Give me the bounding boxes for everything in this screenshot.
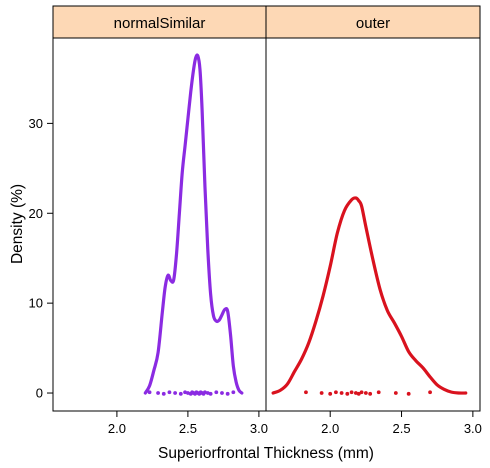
rug-point [167,390,172,395]
rug-point [178,391,183,396]
rug-points-normalSimilar [147,390,236,396]
rug-point [393,391,398,395]
rug-point [214,390,219,395]
panel-outer: outer [265,5,481,412]
density-curve-normalSimilar [143,53,244,395]
rug-point [376,390,381,395]
x-tick-label: 2.0 [321,421,339,436]
x-tick-label: 2.5 [179,421,197,436]
y-axis: 0 10 20 30 [29,116,53,401]
y-tick-label: 10 [29,296,43,311]
y-tick-label: 30 [29,116,43,131]
x-axis-title: Superiorfrontal Thickness (mm) [158,445,374,462]
x-tick-label: 2.5 [392,421,410,436]
rug-point [304,390,308,395]
rug-point [328,391,333,396]
y-tick-label: 0 [36,386,43,401]
rug-point [345,391,350,396]
strip-label-outer: outer [356,15,390,32]
rug-point [363,391,368,395]
rug-point [173,391,178,395]
rug-point [156,391,160,395]
y-tick-label: 20 [29,206,43,221]
rug-point [161,391,166,396]
strip-normalSimilar [52,5,267,39]
rug-point [231,390,236,395]
strip-label-normalSimilar: normalSimilar [114,15,206,32]
rug-point [339,391,344,395]
plot-frame-normalSimilar [52,37,267,412]
rug-point [428,390,432,395]
rug-point [359,390,364,395]
rug-point [208,391,213,396]
rug-point [406,391,411,396]
x-tick-label: 3.0 [250,421,268,436]
rug-point [334,390,338,395]
density-curve-outer [271,196,468,395]
rug-point [220,391,224,395]
plot-frame-outer [265,37,481,412]
y-axis-title: Density (%) [9,184,26,264]
x-axis: 2.0 2.5 3.0 2.0 2.5 3.0 [108,411,482,436]
strip-outer [265,5,481,39]
rug-point [353,391,358,395]
rug-points-outer [304,390,432,396]
rug-point [349,390,354,395]
rug-point [319,391,324,395]
rug-point [147,390,152,395]
rug-point [225,391,230,396]
x-tick-label: 3.0 [464,421,482,436]
panel-normalSimilar: normalSimilar [52,5,267,412]
rug-point [368,391,373,396]
rug-point [356,391,361,396]
x-tick-label: 2.0 [108,421,126,436]
